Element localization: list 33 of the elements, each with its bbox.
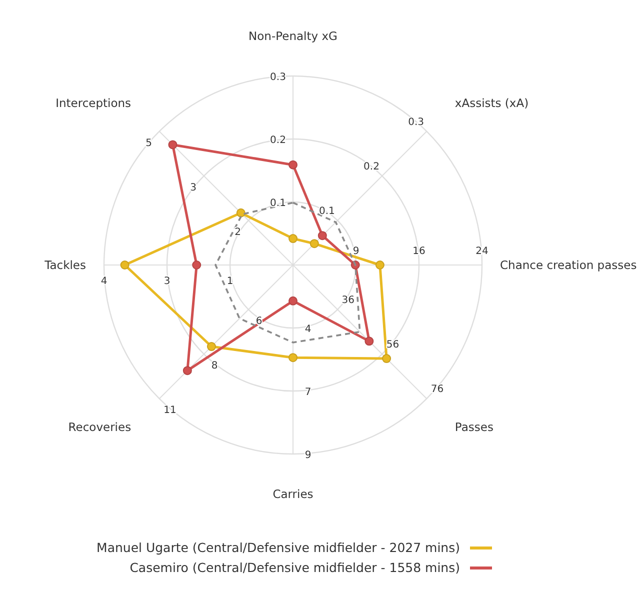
- legend-label: Casemiro (Central/Defensive midfielder - 1558 mins): [130, 560, 460, 575]
- text: 11: [164, 405, 176, 416]
- text: 8: [211, 360, 218, 372]
- text: 76: [430, 384, 444, 396]
- text: 56: [386, 339, 400, 350]
- text: 3: [190, 182, 196, 194]
- spoke-label: xAssists (xA): [454, 96, 529, 110]
- spoke-label: Non-Penalty xG: [248, 29, 338, 43]
- text: 0.2: [364, 161, 380, 172]
- text: 3: [164, 276, 170, 287]
- spoke-label: Chance creation passes: [500, 258, 637, 272]
- text: 9: [352, 246, 360, 257]
- legend-label: Manuel Ugarte (Central/Defensive midfielder - 2027 mins): [96, 540, 460, 555]
- text: 16: [412, 246, 426, 257]
- text: 0.1: [270, 198, 286, 209]
- text: 4: [304, 324, 312, 335]
- text: 0.1: [318, 206, 335, 217]
- text: 7: [304, 387, 312, 398]
- spoke-label: Carries: [272, 487, 314, 501]
- text: 24: [476, 246, 488, 257]
- text: 4: [100, 276, 108, 287]
- text: 0.3: [408, 116, 424, 128]
- spoke-label: Interceptions: [56, 96, 132, 110]
- spoke-label: Tackles: [44, 258, 86, 272]
- text: 9: [304, 450, 312, 461]
- text: 1: [226, 276, 234, 287]
- text: 36: [342, 294, 355, 306]
- text: 2: [234, 227, 242, 238]
- spoke-label: Passes: [454, 420, 494, 434]
- text: 5: [146, 138, 152, 149]
- text: 0.2: [270, 135, 286, 146]
- text: 0.3: [270, 72, 286, 83]
- spoke-label: Recoveries: [68, 420, 132, 434]
